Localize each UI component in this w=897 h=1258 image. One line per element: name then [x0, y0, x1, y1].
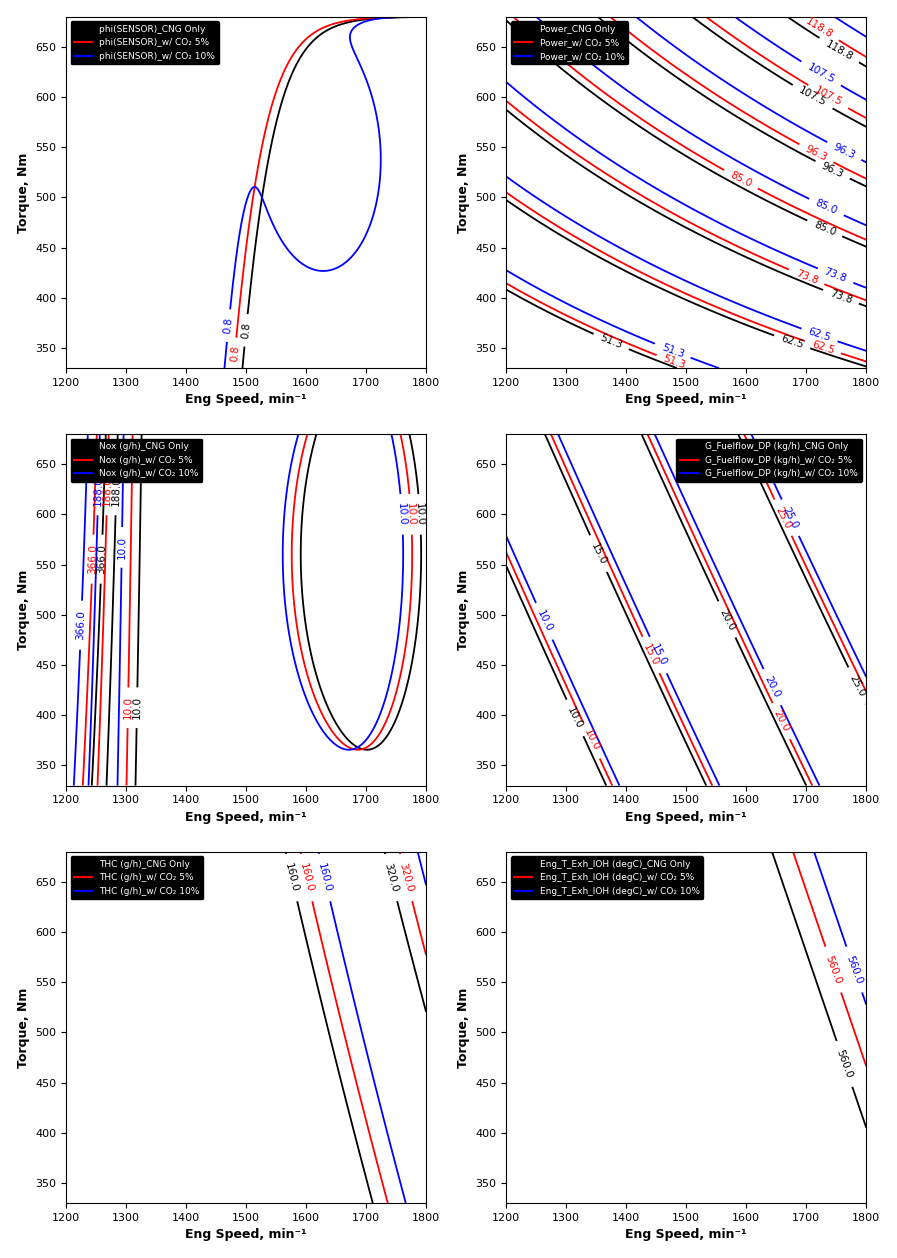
Text: 10.0: 10.0: [117, 536, 127, 559]
Text: 10.0: 10.0: [396, 502, 408, 526]
Legend: phi(SENSOR)_CNG Only, phi(SENSOR)_w/ CO₂ 5%, phi(SENSOR)_w/ CO₂ 10%: phi(SENSOR)_CNG Only, phi(SENSOR)_w/ CO₂…: [71, 21, 219, 64]
Text: 73.8: 73.8: [828, 288, 854, 306]
Text: 15.0: 15.0: [641, 643, 660, 668]
Text: 366.0: 366.0: [87, 545, 98, 574]
Text: 560.0: 560.0: [834, 1048, 854, 1079]
Text: 0.8: 0.8: [240, 322, 252, 340]
Text: 20.0: 20.0: [771, 708, 791, 733]
X-axis label: Eng Speed, min⁻¹: Eng Speed, min⁻¹: [186, 394, 307, 406]
Y-axis label: Torque, Nm: Torque, Nm: [17, 570, 30, 650]
Legend: Power_CNG Only, Power_w/ CO₂ 5%, Power_w/ CO₂ 10%: Power_CNG Only, Power_w/ CO₂ 5%, Power_w…: [510, 21, 628, 64]
Text: 25.0: 25.0: [848, 673, 867, 698]
Text: 0.8: 0.8: [229, 345, 240, 362]
Text: 188.0: 188.0: [101, 476, 113, 506]
Text: 85.0: 85.0: [812, 219, 837, 238]
Text: 0.8: 0.8: [222, 317, 234, 335]
X-axis label: Eng Speed, min⁻¹: Eng Speed, min⁻¹: [186, 811, 307, 824]
Text: 96.3: 96.3: [820, 161, 845, 180]
X-axis label: Eng Speed, min⁻¹: Eng Speed, min⁻¹: [186, 1228, 307, 1242]
X-axis label: Eng Speed, min⁻¹: Eng Speed, min⁻¹: [625, 394, 747, 406]
Text: 10.0: 10.0: [581, 728, 601, 752]
Text: 62.5: 62.5: [779, 333, 805, 350]
Text: 160.0: 160.0: [283, 862, 300, 893]
Legend: THC (g/h)_CNG Only, THC (g/h)_w/ CO₂ 5%, THC (g/h)_w/ CO₂ 10%: THC (g/h)_CNG Only, THC (g/h)_w/ CO₂ 5%,…: [71, 857, 204, 899]
Text: 366.0: 366.0: [96, 545, 107, 574]
Text: 25.0: 25.0: [773, 504, 793, 530]
Text: 73.8: 73.8: [794, 268, 819, 286]
Text: 62.5: 62.5: [810, 340, 835, 356]
Text: 107.5: 107.5: [806, 62, 837, 86]
Y-axis label: Torque, Nm: Torque, Nm: [17, 152, 30, 233]
Text: 560.0: 560.0: [844, 954, 864, 985]
Text: 15.0: 15.0: [649, 643, 668, 668]
Text: 10.0: 10.0: [405, 502, 417, 526]
Text: 10.0: 10.0: [132, 696, 143, 720]
Text: 85.0: 85.0: [728, 170, 753, 189]
Text: 51.3: 51.3: [660, 342, 685, 360]
Y-axis label: Torque, Nm: Torque, Nm: [17, 988, 30, 1068]
Legend: G_Fuelflow_DP (kg/h)_CNG Only, G_Fuelflow_DP (kg/h)_w/ CO₂ 5%, G_Fuelflow_DP (kg: G_Fuelflow_DP (kg/h)_CNG Only, G_Fuelflo…: [676, 439, 862, 482]
Text: 107.5: 107.5: [813, 86, 844, 108]
Text: 20.0: 20.0: [718, 606, 736, 632]
Text: 10.0: 10.0: [123, 696, 134, 720]
X-axis label: Eng Speed, min⁻¹: Eng Speed, min⁻¹: [625, 811, 747, 824]
Y-axis label: Torque, Nm: Torque, Nm: [457, 988, 470, 1068]
Text: 62.5: 62.5: [807, 327, 832, 343]
Text: 320.0: 320.0: [397, 862, 415, 893]
Text: 160.0: 160.0: [317, 862, 333, 893]
Text: 96.3: 96.3: [832, 142, 857, 161]
Text: 188.0: 188.0: [92, 476, 104, 506]
Text: 96.3: 96.3: [804, 143, 829, 164]
Text: 188.0: 188.0: [111, 476, 122, 506]
Text: 118.8: 118.8: [823, 39, 855, 62]
Legend: Nox (g/h)_CNG Only, Nox (g/h)_w/ CO₂ 5%, Nox (g/h)_w/ CO₂ 10%: Nox (g/h)_CNG Only, Nox (g/h)_w/ CO₂ 5%,…: [71, 439, 203, 482]
Text: 51.3: 51.3: [662, 353, 687, 371]
Y-axis label: Torque, Nm: Torque, Nm: [457, 152, 470, 233]
Text: 107.5: 107.5: [797, 86, 828, 108]
Text: 51.3: 51.3: [598, 332, 623, 351]
Text: 15.0: 15.0: [589, 541, 608, 566]
Text: 25.0: 25.0: [780, 506, 800, 531]
Text: 160.0: 160.0: [298, 862, 315, 893]
Text: 366.0: 366.0: [75, 610, 87, 640]
Text: 10.0: 10.0: [565, 706, 585, 731]
Y-axis label: Torque, Nm: Torque, Nm: [457, 570, 470, 650]
X-axis label: Eng Speed, min⁻¹: Eng Speed, min⁻¹: [625, 1228, 747, 1242]
Text: 73.8: 73.8: [823, 267, 849, 284]
Legend: Eng_T_Exh_IOH (degC)_CNG Only, Eng_T_Exh_IOH (degC)_w/ CO₂ 5%, Eng_T_Exh_IOH (de: Eng_T_Exh_IOH (degC)_CNG Only, Eng_T_Exh…: [510, 857, 703, 899]
Text: 10.0: 10.0: [535, 609, 553, 634]
Text: 320.0: 320.0: [382, 862, 400, 893]
Text: 560.0: 560.0: [823, 954, 843, 985]
Text: 20.0: 20.0: [762, 674, 782, 699]
Text: 85.0: 85.0: [814, 198, 839, 216]
Text: 118.8: 118.8: [804, 16, 834, 40]
Text: 10.0: 10.0: [414, 502, 426, 526]
